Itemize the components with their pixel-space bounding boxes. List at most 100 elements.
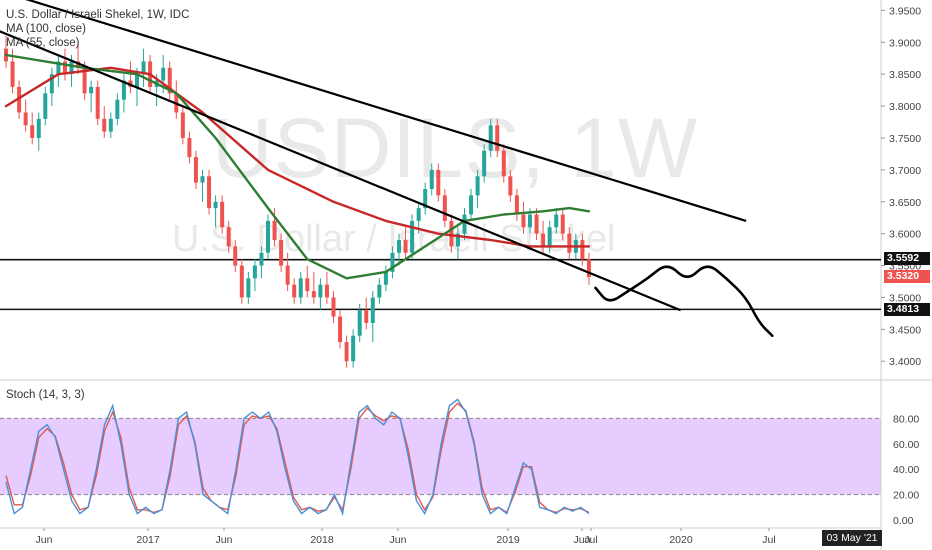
ma55-line <box>4 53 591 280</box>
candle-body <box>423 189 428 209</box>
legend-stoch[interactable]: Stoch (14, 3, 3) <box>6 389 85 401</box>
candle-body <box>410 220 415 253</box>
candle-body <box>56 61 61 75</box>
time-tick-label: 2020 <box>669 534 693 546</box>
candle-body <box>521 214 526 228</box>
legend-title[interactable]: U.S. Dollar / Israeli Shekel, 1W, IDC <box>6 9 190 21</box>
candle-body <box>351 335 356 362</box>
time-tick-label: Jul <box>584 534 597 546</box>
candle-body <box>469 195 474 215</box>
candle-body <box>560 214 565 234</box>
candle-body <box>43 93 48 119</box>
projection-path <box>594 265 774 338</box>
candle-body <box>207 176 212 209</box>
legend-ma100[interactable]: MA (100, close) <box>6 23 86 35</box>
candle-body <box>220 201 225 228</box>
candle-body <box>331 297 336 317</box>
candle-body <box>586 259 591 278</box>
candle-body <box>534 214 539 234</box>
candle-body <box>298 278 303 298</box>
stoch-k-line <box>5 398 590 517</box>
candle-body <box>62 61 67 75</box>
candle-body <box>121 80 126 100</box>
time-tick-label: Jun <box>216 534 233 546</box>
candle-body <box>49 74 54 94</box>
candle-body <box>30 125 35 138</box>
candle-body <box>266 220 270 253</box>
stoch-d-line <box>5 402 590 514</box>
candle-body <box>292 284 297 298</box>
candle-body <box>82 67 87 94</box>
main-legend: U.S. Dollar / Israeli Shekel, 1W, IDC MA… <box>6 8 189 50</box>
candle-body <box>10 61 15 87</box>
candle-body <box>226 227 231 247</box>
candle-body <box>475 176 480 196</box>
price-tick-label: 3.5000 <box>889 292 921 304</box>
candle-body <box>397 240 401 253</box>
last-price-tag: 3.5320 <box>884 270 930 283</box>
candle-body <box>102 118 107 132</box>
level-tag-upper: 3.5592 <box>884 252 930 265</box>
price-tick-label: 3.4500 <box>889 324 921 336</box>
candle-body <box>115 99 120 119</box>
candle-body <box>161 67 166 81</box>
candle-body <box>69 61 74 75</box>
candle-body <box>180 112 185 138</box>
candle-body <box>187 137 192 158</box>
price-tick-label: 3.7000 <box>889 165 921 177</box>
candle-body <box>403 240 408 253</box>
price-tick-label: 3.9000 <box>889 37 921 49</box>
candle-body <box>429 169 434 189</box>
price-tick-label: 3.4000 <box>889 356 921 368</box>
time-tick-label: 2018 <box>310 534 334 546</box>
stoch-legend: Stoch (14, 3, 3) <box>6 388 85 402</box>
candle-body <box>383 271 388 285</box>
candle-body <box>36 118 41 138</box>
price-tick-label: 3.6500 <box>889 197 921 209</box>
candle-body <box>449 220 454 247</box>
candle-body <box>580 240 585 260</box>
candle-body <box>95 86 100 119</box>
stoch-tick-label: 80.00 <box>893 413 919 425</box>
level-tag-lower: 3.4813 <box>884 303 930 316</box>
candle-body <box>200 176 205 183</box>
time-tick-label: Jun <box>390 534 407 546</box>
candle-body <box>495 125 500 151</box>
candle-body <box>141 61 146 75</box>
legend-ma55[interactable]: MA (55, close) <box>6 37 80 49</box>
candle-body <box>259 252 264 266</box>
candle-body <box>416 208 421 221</box>
price-tick-label: 3.9500 <box>889 5 921 17</box>
candle-body <box>501 150 506 177</box>
time-tick-label: Jun <box>36 534 53 546</box>
candle-body <box>541 233 546 247</box>
candle-body <box>89 86 94 94</box>
candle-body <box>279 240 284 266</box>
candle-body <box>488 125 493 151</box>
candle-body <box>567 233 572 253</box>
candle-body <box>462 214 467 234</box>
candle-body <box>311 291 316 298</box>
candle-body <box>213 201 218 209</box>
candle-body <box>436 169 441 196</box>
price-tick-label: 3.8500 <box>889 69 921 81</box>
candle-body <box>285 265 290 285</box>
stoch-tick-label: 60.00 <box>893 439 919 451</box>
candle-body <box>246 278 251 298</box>
candle-body <box>357 310 362 336</box>
candle-body <box>239 265 244 298</box>
trendline <box>25 0 747 222</box>
candle-body <box>344 342 349 362</box>
candle-body <box>318 284 323 298</box>
price-tick-label: 3.7500 <box>889 133 921 145</box>
candle-body <box>364 310 369 323</box>
stoch-tick-label: 0.00 <box>893 515 914 527</box>
cursor-date-label: 03 May '21 <box>822 530 882 546</box>
candle-body <box>455 233 460 247</box>
candle-body <box>390 252 395 272</box>
stoch-tick-label: 20.00 <box>893 490 919 502</box>
candle-body <box>23 112 28 126</box>
candle-body <box>508 176 513 196</box>
